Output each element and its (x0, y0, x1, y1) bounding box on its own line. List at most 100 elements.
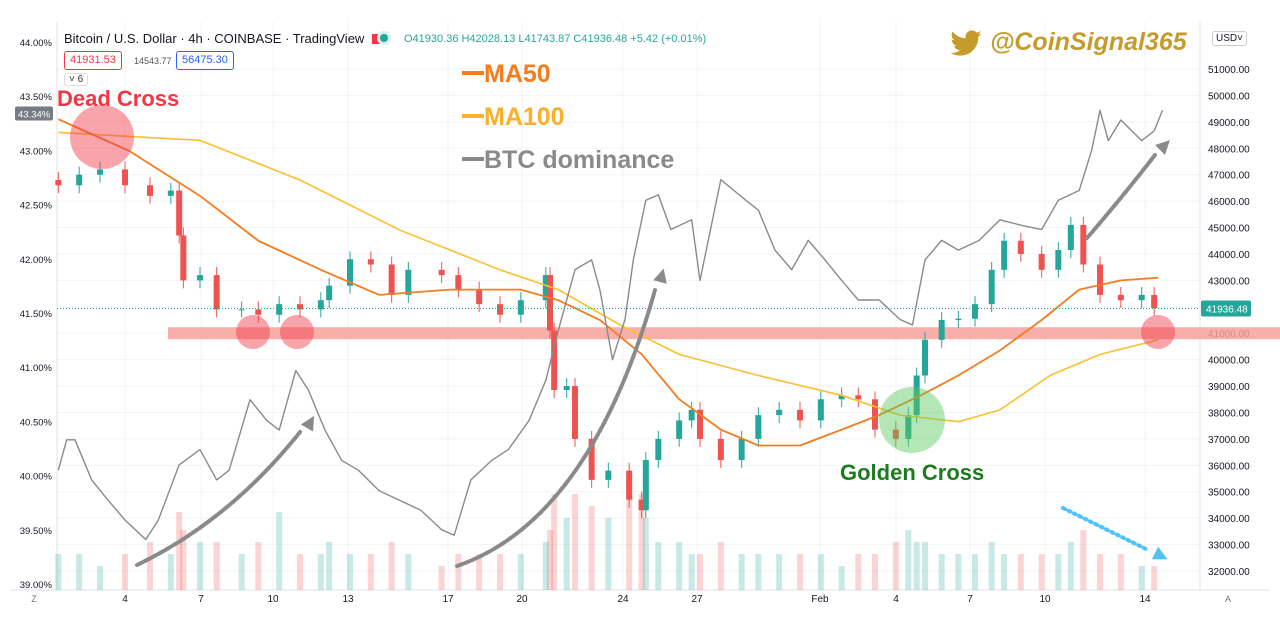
right-axis-tick: 48000.00 (1208, 144, 1250, 155)
candle-body (517, 300, 524, 315)
last-dominance-tag (15, 106, 53, 121)
currency-select[interactable]: USD˅ (1212, 31, 1247, 46)
candle-body (776, 409, 783, 416)
ma50-line (57, 118, 1159, 447)
candle-body (755, 415, 762, 439)
candle-body (697, 409, 703, 439)
candle-body (497, 304, 503, 315)
right-axis-tick: 33000.00 (1208, 541, 1250, 552)
right-axis-tick: 49000.00 (1208, 118, 1250, 129)
trend-arrow (1085, 153, 1157, 240)
candle-body (797, 409, 803, 421)
candle-body (892, 429, 899, 439)
candle-body (1097, 264, 1103, 295)
candle-body (197, 275, 203, 281)
candle-body (438, 269, 445, 276)
volume-bar (1017, 554, 1024, 590)
twitter-bird-icon (950, 30, 982, 56)
volume-bar (1117, 554, 1124, 590)
trend-arrow-head (653, 268, 667, 284)
left-axis-tick: 42.00% (20, 255, 53, 266)
volume-bar (167, 554, 174, 590)
volume-bar (547, 530, 553, 590)
left-axis-tick: 42.50% (20, 201, 53, 212)
x-axis-tick: 10 (1039, 594, 1051, 605)
volume-bar (988, 542, 995, 590)
right-axis-tick: 50000.00 (1208, 91, 1250, 102)
volume-bar (388, 542, 395, 590)
right-axis-tick: 34000.00 (1208, 514, 1250, 525)
volume-bar (817, 554, 824, 590)
symbol-title[interactable]: Bitcoin / U.S. Dollar · 4h · COINBASE · … (64, 31, 382, 46)
volume-bar (1138, 566, 1145, 590)
candle-body (872, 399, 878, 430)
candle-body (638, 499, 645, 511)
candle-body (388, 264, 395, 295)
auto-scale-icon[interactable]: A (1225, 594, 1231, 604)
candle-body (1151, 294, 1158, 309)
candle-body (838, 395, 845, 400)
candle-body (1138, 294, 1145, 301)
candle-body (55, 179, 62, 186)
volume-bar (238, 554, 245, 590)
left-axis-tick: 41.50% (20, 309, 53, 320)
volume-bar (955, 554, 962, 590)
candle-body (367, 259, 374, 265)
volume-bar (676, 542, 683, 590)
candle-body (405, 269, 412, 295)
candle-body (238, 309, 245, 311)
sell-button[interactable]: 41931.53 (64, 51, 122, 70)
candle-body (122, 169, 128, 186)
volume-bar (776, 554, 783, 590)
volume-bar (55, 554, 62, 590)
candle-body (605, 470, 612, 480)
watermark-handle: @CoinSignal365 (990, 28, 1187, 56)
volume-bar (1080, 530, 1087, 590)
indicators-toggle[interactable]: ˅ 6 (64, 73, 89, 86)
candle-body (167, 190, 174, 196)
volume-bar (317, 554, 324, 590)
volume-bar (838, 566, 845, 590)
buy-button[interactable]: 56475.30 (176, 51, 234, 70)
trend-arrow-head (1155, 140, 1170, 155)
volume-bar (697, 554, 703, 590)
volume-bar (405, 554, 412, 590)
candle-body (76, 174, 83, 186)
candle-body (1038, 253, 1045, 270)
right-axis-tick: 38000.00 (1208, 408, 1250, 419)
legend-ma100: MA100 (462, 103, 565, 132)
x-axis-tick: 13 (342, 594, 354, 605)
volume-bar (438, 566, 445, 590)
candle-body (717, 438, 724, 461)
last-price-tag (1201, 300, 1251, 317)
support-band (168, 327, 1280, 340)
volume-bar (197, 542, 203, 590)
volume-bar (638, 494, 645, 590)
x-axis-tick: 7 (198, 594, 204, 605)
volume-bar (1067, 542, 1074, 590)
x-axis-tick: 10 (267, 594, 279, 605)
x-axis-tick: Feb (811, 594, 829, 605)
candle-body (1067, 224, 1074, 250)
candle-body (588, 438, 595, 480)
timezone-icon[interactable]: Z (31, 594, 37, 604)
candle-body (326, 285, 333, 301)
volume-bar (1151, 566, 1158, 590)
right-axis-tick: 35000.00 (1208, 488, 1250, 499)
last-dominance-text: 43.34% (18, 110, 51, 121)
volume-bar (176, 512, 183, 590)
x-axis-tick: 4 (122, 594, 128, 605)
candle-body (676, 420, 683, 439)
candle-body (913, 375, 920, 416)
ohlc-readout: O41930.36 H42028.13 L41743.87 C41936.48 … (404, 33, 707, 45)
volume-bar (755, 554, 762, 590)
left-axis-tick: 40.50% (20, 417, 53, 428)
candle-body (1001, 240, 1008, 270)
volume-decline-arrow-head (1151, 546, 1168, 560)
candle-body (255, 309, 262, 315)
right-axis-tick: 43000.00 (1208, 276, 1250, 287)
candle-body (180, 235, 187, 281)
flag-icon[interactable] (372, 34, 382, 44)
volume-bar (347, 554, 353, 590)
